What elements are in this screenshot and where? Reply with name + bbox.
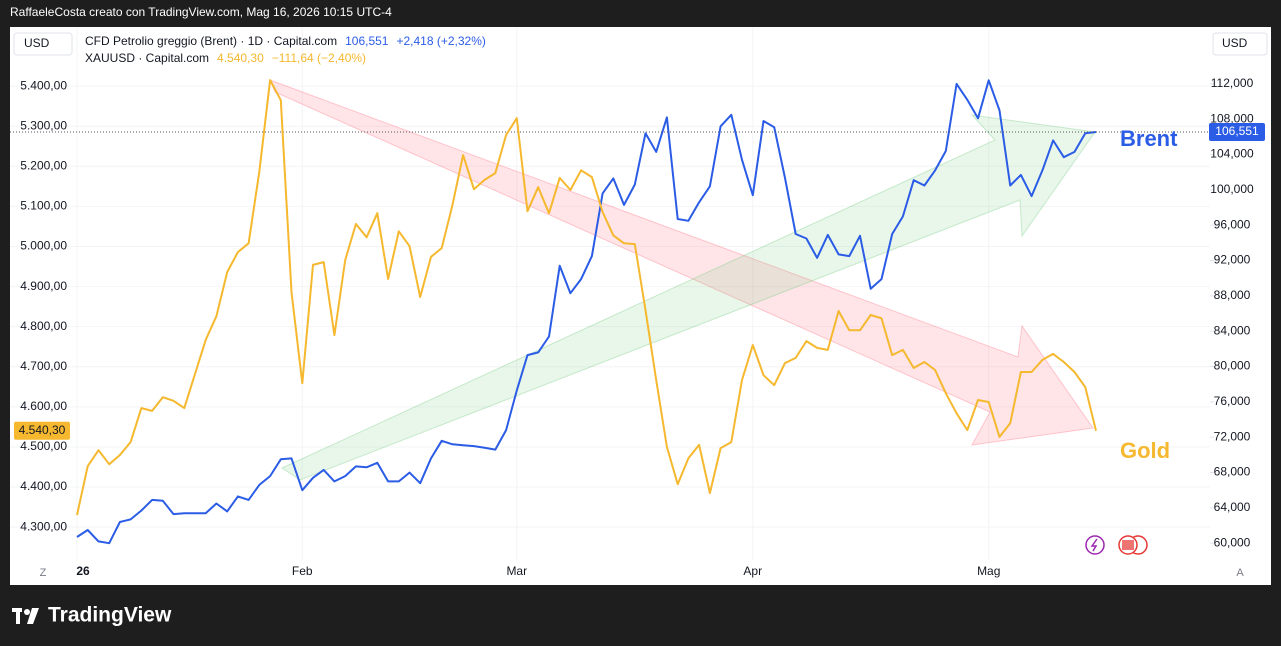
y-tick-label: 5.200,00: [20, 158, 67, 172]
y-tick-label: 5.400,00: [20, 78, 67, 92]
scale-button[interactable]: A: [1236, 567, 1244, 579]
y2-tick-label: 72,000: [1214, 429, 1251, 443]
y-tick-label: 4.700,00: [20, 359, 67, 373]
legend-change: −111,64 (−2,40%): [272, 51, 366, 65]
x-tick-label: Mag: [977, 564, 1000, 578]
y2-tick-label: 96,000: [1214, 217, 1251, 231]
y2-tick-label: 108,000: [1210, 111, 1254, 125]
green-arrow: [280, 114, 1096, 481]
price-badge-label: 4.540,30: [19, 423, 66, 437]
icon: [1122, 540, 1134, 550]
y-tick-label: 5.000,00: [20, 239, 67, 253]
y2-tick-label: 76,000: [1214, 394, 1251, 408]
attribution: RaffaeleCosta creato con TradingView.com…: [10, 5, 392, 19]
y-tick-label: 4.800,00: [20, 319, 67, 333]
legend-name: CFD Petrolio greggio (Brent) · 1D · Capi…: [85, 34, 337, 48]
y2-tick-label: 84,000: [1214, 323, 1251, 337]
y2-tick-label: 112,000: [1211, 76, 1254, 90]
y-tick-label: 5.100,00: [20, 199, 67, 213]
unit-box[interactable]: [1212, 32, 1268, 56]
brand: TradingView: [48, 604, 172, 627]
y2-tick-label: 68,000: [1214, 465, 1251, 479]
legend-name: XAUUSD · Capital.com: [85, 51, 209, 65]
x-tick-label: Feb: [292, 564, 313, 578]
legend-last: 4.540,30: [217, 51, 264, 65]
series-line: [76, 79, 1097, 545]
legend-line: XAUUSD · Capital.com 4.540,30 −111,64 (−2,…: [85, 51, 366, 65]
red-arrow: [269, 79, 1094, 446]
y-tick-label: 4.500,00: [20, 439, 67, 453]
legend-line: CFD Petrolio greggio (Brent) · 1D · Capi…: [85, 34, 486, 48]
icon: [1090, 538, 1098, 552]
y-tick-label: 4.400,00: [20, 479, 67, 493]
y-tick-label: 4.600,00: [20, 399, 67, 413]
annotation: Brent: [1120, 126, 1178, 151]
y2-tick-label: 104,000: [1210, 147, 1254, 161]
y2-tick-label: 100,000: [1210, 182, 1254, 196]
x-tick-label: 26: [76, 564, 90, 578]
annotation: Gold: [1120, 438, 1170, 463]
y2-tick-label: 60,000: [1214, 535, 1251, 549]
y2-tick-label: 88,000: [1214, 288, 1251, 302]
x-tick-label: Apr: [743, 564, 762, 578]
logo-part: [16, 608, 20, 624]
y-tick-label: 4.300,00: [20, 519, 67, 533]
icons: [1085, 535, 1148, 555]
y-tick-label: 4.900,00: [20, 279, 67, 293]
scale-button[interactable]: Z: [40, 567, 47, 579]
x-tick-label: Mar: [506, 564, 527, 578]
legend-last: 106,551: [345, 34, 389, 48]
legend-change: +2,418 (+2,32%): [396, 34, 485, 48]
brand-logo: [12, 608, 39, 624]
y2-tick-label: 64,000: [1214, 500, 1251, 514]
y2-tick-label: 92,000: [1214, 253, 1251, 267]
unit-box[interactable]: [13, 32, 73, 56]
chart-panel: [10, 27, 1271, 585]
y-tick-label: 5.300,00: [20, 118, 67, 132]
price-badge: [1209, 123, 1265, 142]
y2-unit: USD: [1222, 36, 1248, 50]
logo-part: [24, 609, 30, 615]
icon[interactable]: [1085, 535, 1105, 555]
y-unit: USD: [24, 36, 50, 50]
price-badge-label: 106,551: [1215, 124, 1259, 138]
y2-tick-label: 80,000: [1214, 359, 1251, 373]
arrows: [269, 79, 1096, 481]
logo-part: [27, 608, 39, 624]
series-line: [76, 79, 1097, 516]
price-badge: [14, 421, 70, 440]
